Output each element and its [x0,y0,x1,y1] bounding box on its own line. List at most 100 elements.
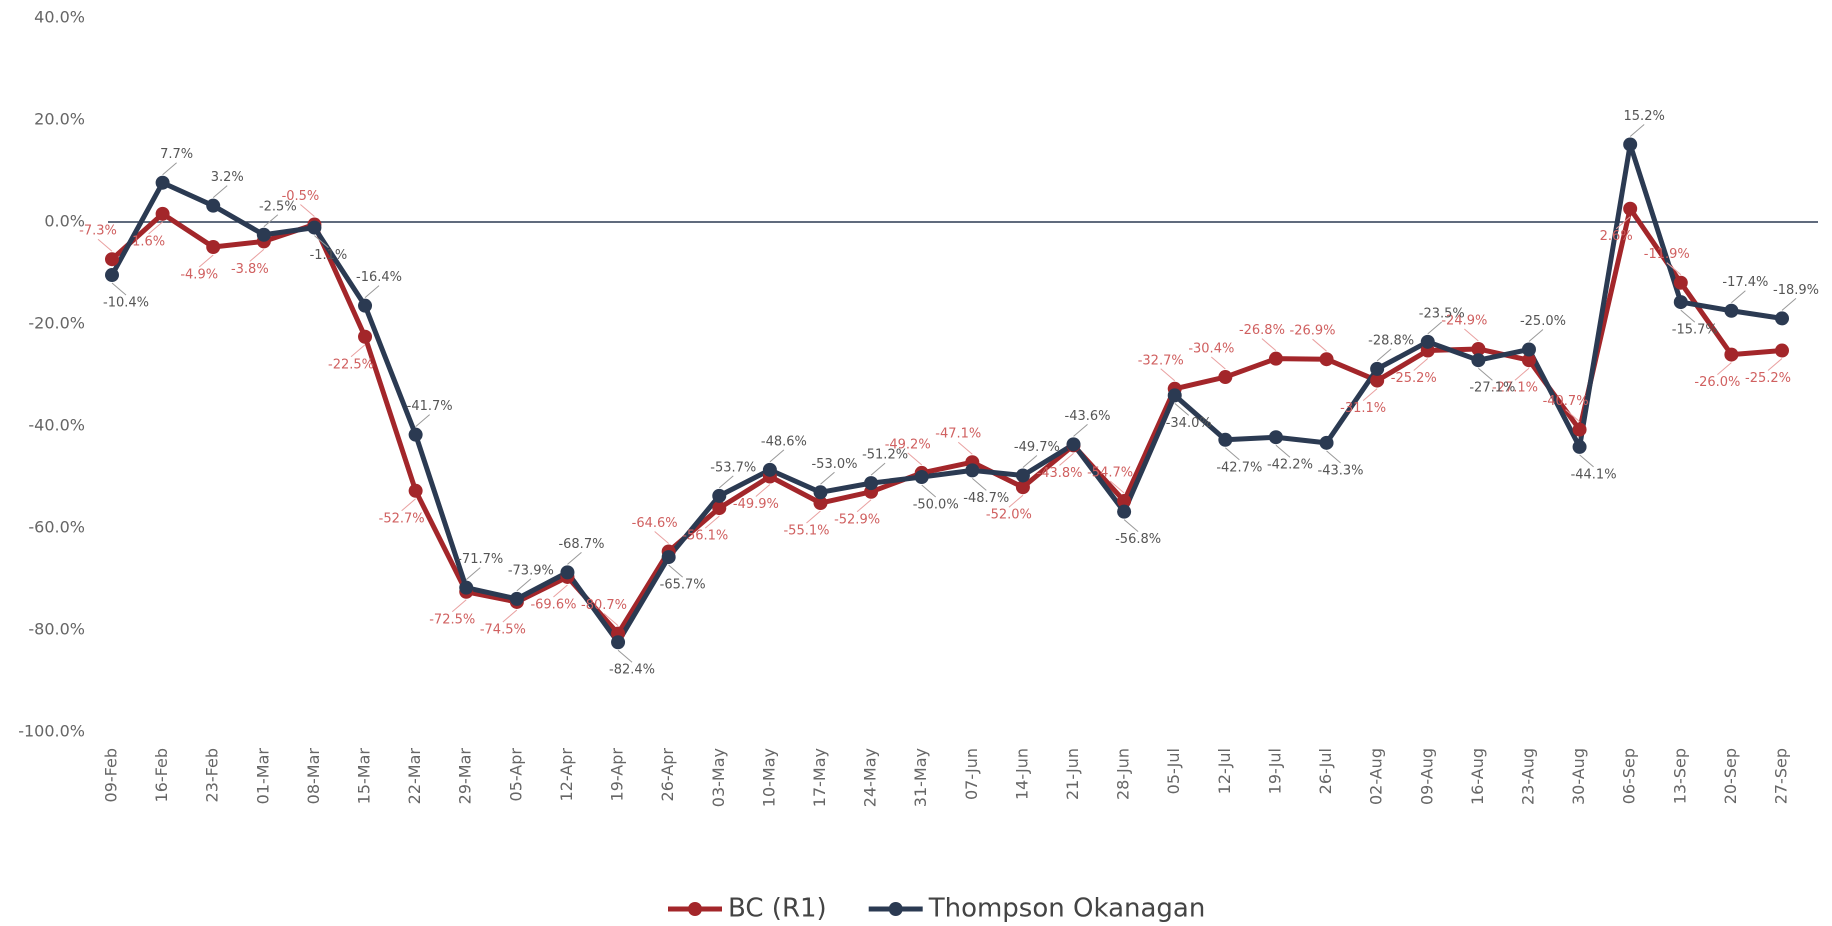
value-label: -41.7% [407,399,453,414]
leader [1413,358,1429,371]
x-tick-label: 09-Feb [102,748,121,802]
leader [1225,447,1240,461]
leader [1073,423,1088,437]
leader [1275,444,1291,458]
value-label: 2.6% [1600,229,1633,244]
leader [401,498,416,512]
point [1015,480,1030,495]
value-label: -52.9% [834,512,880,527]
x-tick-label: 16-Feb [152,748,171,802]
value-label: -44.1% [1571,467,1617,482]
point [509,591,524,606]
leader [603,613,619,626]
point [408,483,423,498]
leader [971,477,987,491]
x-tick-label: 05-Jul [1164,748,1183,794]
value-label: -47.1% [935,427,981,442]
point [1471,341,1486,356]
value-label: -72.5% [429,612,475,627]
point [1117,493,1132,508]
point [1319,435,1334,450]
x-tick-label: 03-May [709,748,728,807]
point [1370,373,1385,388]
value-label: 3.2% [211,170,244,185]
point [1015,468,1030,483]
value-label: -25.2% [1391,371,1437,386]
y-tick-label: 0.0% [44,212,85,231]
value-label: -18.9% [1773,283,1819,298]
value-label: -17.4% [1722,275,1768,290]
point [1167,388,1182,403]
leader [1261,338,1277,352]
point [1268,351,1283,366]
y-tick-label: -60.0% [28,518,85,537]
leader [1717,362,1732,375]
leader [516,578,532,592]
leader [1326,450,1341,464]
x-tick-label: 08-Mar [304,748,323,805]
x-tick-label: 20-Sep [1721,748,1740,804]
value-label: -52.0% [986,508,1032,523]
leader [718,475,734,489]
leader [1022,455,1038,468]
value-label: -22.5% [328,357,374,372]
value-label: -51.2% [862,448,908,463]
value-label: -69.6% [530,597,576,612]
leader [1666,262,1682,276]
value-label: -26.8% [1239,323,1285,338]
value-label: -27.1% [1492,381,1538,396]
x-tick-label: 01-Mar [253,748,272,805]
x-tick-label: 07-Jun [962,748,981,800]
point [1572,422,1587,437]
x-tick-label: 30-Aug [1569,748,1588,805]
point [459,580,474,595]
value-label: -42.2% [1267,458,1313,473]
value-label: -53.0% [811,457,857,472]
y-tick-label: -40.0% [28,416,85,435]
x-tick-label: 19-Jul [1265,748,1284,794]
leader [314,235,329,248]
point [1420,334,1435,349]
value-label: -23.5% [1419,306,1465,321]
leader [806,510,821,524]
value-label: -68.7% [558,537,604,552]
leader [1427,321,1443,335]
value-label: -34.0% [1166,416,1212,431]
value-label: -48.6% [761,434,807,449]
value-label: -0.5% [282,189,320,204]
legend-label: BC (R1) [728,894,827,924]
value-label: 15.2% [1624,109,1665,124]
point [1471,353,1486,368]
legend-label: Thompson Okanagan [928,894,1206,924]
value-label: 1.6% [132,234,165,249]
value-label: -43.8% [1037,466,1083,481]
x-tick-label: 16-Aug [1468,748,1487,805]
leader [1312,338,1327,352]
leader [567,551,582,565]
x-tick-label: 29-Mar [456,748,475,805]
point [762,462,777,477]
value-label: -82.4% [609,663,655,678]
point [1724,347,1739,362]
leader [1211,356,1226,370]
point [1623,201,1638,216]
x-tick-label: 21-Jun [1063,748,1082,800]
value-label: -55.1% [783,524,829,539]
x-tick-label: 14-Jun [1012,748,1031,800]
point [1319,352,1334,367]
point [1572,439,1587,454]
value-label: -53.7% [710,460,756,475]
point [1673,275,1688,290]
x-tick-label: 13-Sep [1670,748,1689,804]
leader [769,449,785,463]
value-label: -50.0% [913,498,959,513]
x-tick-label: 19-Apr [608,748,627,802]
point [712,488,727,503]
leader [1680,309,1696,323]
leader [1008,494,1024,508]
point [1775,311,1789,326]
value-label: -16.4% [356,270,402,285]
y-tick-label: -80.0% [28,620,85,639]
leader [1059,453,1074,466]
value-label: -52.7% [379,511,425,526]
